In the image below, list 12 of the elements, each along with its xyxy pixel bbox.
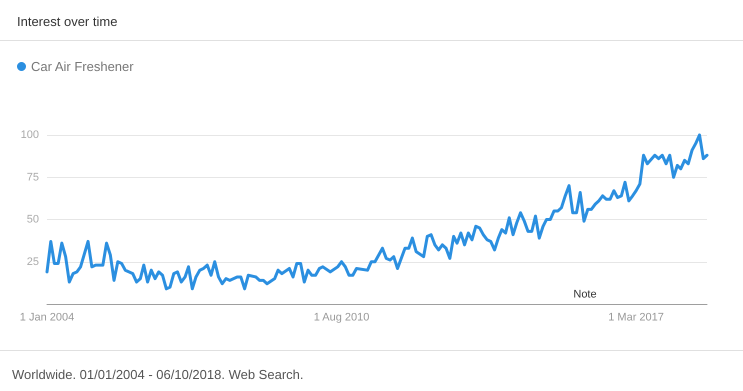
x-tick-label: 1 Mar 2017	[608, 312, 664, 324]
x-tick-label: 1 Jan 2004	[20, 312, 74, 324]
y-tick-label: 75	[26, 171, 39, 184]
annotation: Note	[573, 288, 597, 300]
y-tick-label: 50	[26, 214, 39, 226]
legend-label: Car Air Freshener	[31, 59, 134, 74]
text: Worldwide. 01/01/2004 - 06/10/2018. Web Search.	[12, 367, 304, 382]
y-tick-label: 25	[26, 256, 39, 268]
y-tick-label: 100	[20, 129, 39, 141]
x-tick-label: 1 Aug 2010	[314, 312, 370, 324]
line-series	[46, 134, 708, 290]
chart-title: Interest over time	[17, 14, 118, 29]
